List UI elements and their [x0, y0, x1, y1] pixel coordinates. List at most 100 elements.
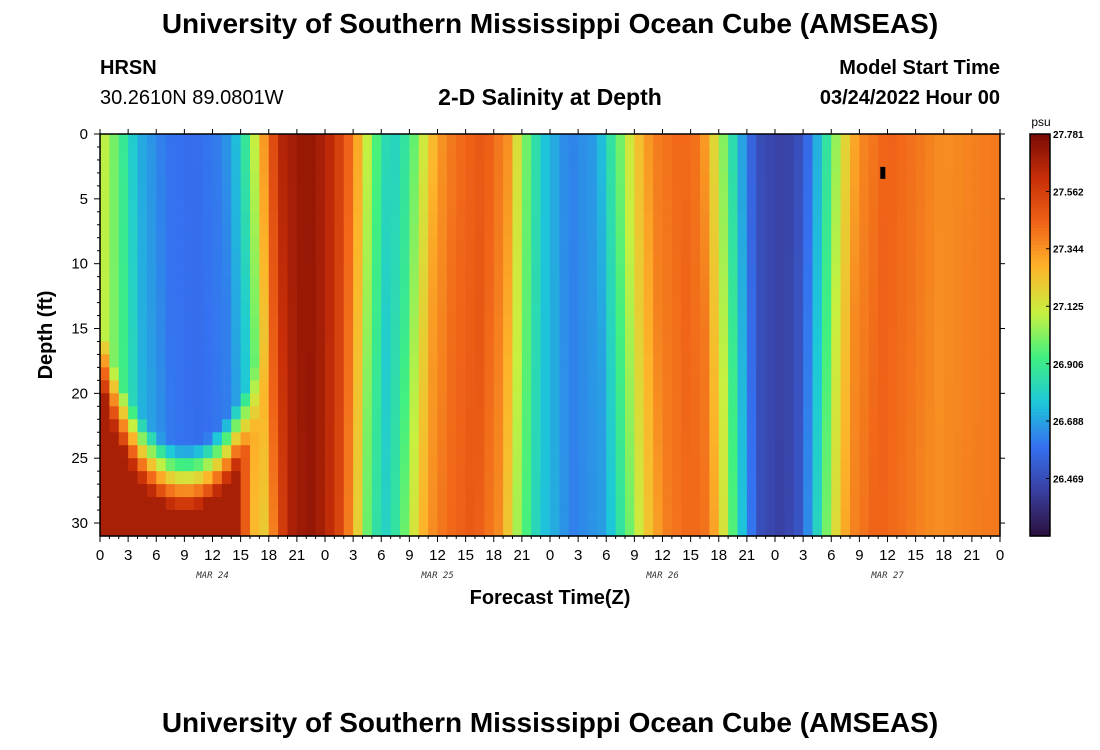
- heatmap-cell: [296, 484, 307, 498]
- heatmap-cell: [765, 419, 776, 433]
- heatmap-cell: [353, 510, 364, 524]
- heatmap-cell: [690, 302, 701, 317]
- heatmap-cell: [550, 380, 560, 394]
- heatmap-cell: [540, 406, 551, 420]
- heatmap-cell: [400, 237, 410, 252]
- heatmap-cell: [821, 250, 832, 265]
- heatmap-cell: [821, 445, 832, 459]
- heatmap-cell: [456, 341, 467, 356]
- heatmap-cell: [578, 380, 589, 394]
- heatmap-cell: [362, 289, 373, 304]
- heatmap-cell: [803, 341, 814, 356]
- heatmap-cell: [100, 458, 110, 472]
- heatmap-cell: [259, 134, 270, 148]
- heatmap-cell: [296, 510, 307, 524]
- heatmap-cell: [109, 341, 120, 356]
- heatmap-cell: [540, 432, 551, 446]
- heatmap-cell: [118, 354, 129, 369]
- heatmap-cell: [315, 224, 326, 239]
- heatmap-cell: [578, 432, 589, 446]
- heatmap-cell: [587, 445, 598, 459]
- heatmap-cell: [325, 134, 335, 148]
- heatmap-cell: [465, 484, 476, 498]
- heatmap-cell: [512, 510, 523, 524]
- heatmap-cell: [990, 172, 1001, 187]
- heatmap-cell: [962, 263, 973, 278]
- heatmap-cell: [381, 328, 392, 343]
- heatmap-cell: [259, 458, 270, 472]
- heatmap-cell: [306, 367, 317, 381]
- heatmap-cell: [746, 471, 757, 485]
- heatmap-cell: [400, 510, 410, 524]
- heatmap-cell: [718, 263, 729, 278]
- heatmap-cell: [503, 185, 514, 200]
- heatmap-cell: [615, 250, 626, 265]
- y-tick-label: 30: [71, 515, 88, 532]
- heatmap-cell: [803, 445, 814, 459]
- heatmap-cell: [484, 328, 495, 343]
- heatmap-cell: [278, 380, 289, 394]
- heatmap-cell: [540, 185, 551, 200]
- heatmap-cell: [221, 419, 232, 433]
- heatmap-cell: [953, 276, 964, 291]
- heatmap-cell: [456, 172, 467, 187]
- heatmap-cell: [690, 367, 701, 381]
- heatmap-cell: [456, 354, 467, 369]
- heatmap-cell: [240, 263, 251, 278]
- heatmap-cell: [671, 159, 682, 174]
- heatmap-cell: [240, 523, 251, 537]
- heatmap-cell: [156, 289, 167, 304]
- heatmap-cell: [540, 134, 551, 148]
- heatmap-cell: [615, 484, 626, 498]
- heatmap-cell: [156, 497, 167, 511]
- heatmap-cell: [109, 367, 120, 381]
- heatmap-cell: [662, 172, 673, 187]
- heatmap-cell: [371, 523, 382, 537]
- colorbar-segment: [1030, 351, 1050, 356]
- heatmap-cell: [671, 198, 682, 213]
- heatmap-cell: [615, 159, 626, 174]
- heatmap-cell: [540, 354, 551, 369]
- heatmap-cell: [334, 458, 345, 472]
- x-tick-label: 0: [546, 547, 554, 564]
- heatmap-cell: [137, 146, 148, 161]
- heatmap-cell: [615, 263, 626, 278]
- heatmap-cell: [859, 172, 870, 187]
- heatmap-cell: [156, 432, 167, 446]
- heatmap-cell: [175, 471, 185, 485]
- heatmap-cell: [906, 510, 917, 524]
- heatmap-cell: [428, 276, 439, 291]
- heatmap-cell: [521, 445, 532, 459]
- heatmap-cell: [700, 328, 710, 343]
- heatmap-cell: [212, 484, 223, 498]
- heatmap-cell: [418, 198, 429, 213]
- heatmap-cell: [446, 471, 457, 485]
- heatmap-cell: [831, 471, 842, 485]
- heatmap-cell: [418, 250, 429, 265]
- heatmap-cell: [400, 406, 410, 420]
- heatmap-cell: [250, 134, 260, 148]
- heatmap-cell: [137, 419, 148, 433]
- heatmap-cell: [868, 211, 879, 226]
- heatmap-cell: [100, 289, 110, 304]
- heatmap-cell: [175, 380, 185, 394]
- heatmap-cell: [240, 497, 251, 511]
- heatmap-cell: [737, 432, 748, 446]
- heatmap-cell: [250, 432, 260, 446]
- heatmap-cell: [737, 419, 748, 433]
- heatmap-cell: [437, 263, 448, 278]
- colorbar-segment: [1030, 532, 1050, 537]
- colorbar-segment: [1030, 217, 1050, 222]
- heatmap-cell: [381, 211, 392, 226]
- heatmap-cell: [118, 146, 129, 161]
- heatmap-cell: [587, 523, 598, 537]
- heatmap-cell: [868, 510, 879, 524]
- heatmap-cell: [896, 250, 907, 265]
- heatmap-cell: [550, 497, 560, 511]
- heatmap-cell: [531, 354, 542, 369]
- heatmap-cell: [868, 289, 879, 304]
- x-tick-label: 18: [935, 547, 952, 564]
- heatmap-cell: [868, 354, 879, 369]
- heatmap-cell: [831, 224, 842, 239]
- heatmap-cell: [690, 146, 701, 161]
